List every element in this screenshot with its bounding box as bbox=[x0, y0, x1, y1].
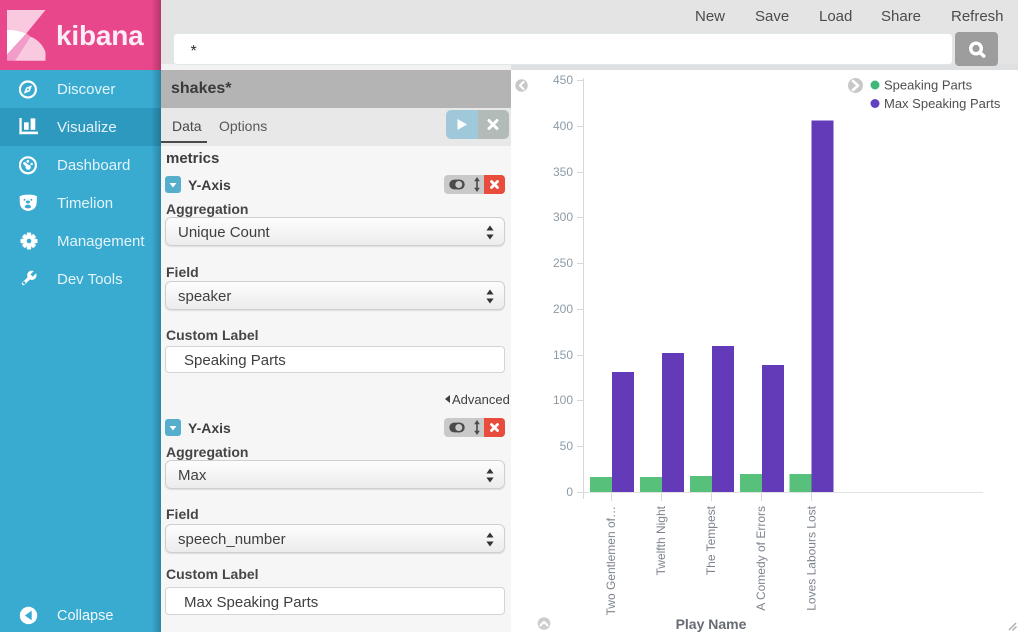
svg-text:0: 0 bbox=[566, 485, 573, 499]
svg-text:Loves Labours Lost: Loves Labours Lost bbox=[805, 505, 819, 610]
svg-text:Play Name: Play Name bbox=[676, 616, 747, 632]
svg-text:200: 200 bbox=[553, 302, 573, 316]
svg-text:350: 350 bbox=[553, 165, 573, 179]
svg-text:450: 450 bbox=[553, 73, 573, 87]
svg-text:250: 250 bbox=[553, 256, 573, 270]
svg-text:Max Speaking Parts: Max Speaking Parts bbox=[884, 96, 1001, 111]
svg-text:150: 150 bbox=[553, 348, 573, 362]
svg-text:50: 50 bbox=[560, 439, 574, 453]
svg-text:100: 100 bbox=[553, 393, 573, 407]
svg-text:400: 400 bbox=[553, 119, 573, 133]
svg-text:Twelfth Night: Twelfth Night bbox=[654, 505, 668, 575]
svg-text:The Tempest: The Tempest bbox=[704, 505, 718, 575]
svg-text:Speaking Parts: Speaking Parts bbox=[884, 78, 973, 93]
svg-text:A Comedy of Errors: A Comedy of Errors bbox=[754, 506, 768, 611]
svg-text:300: 300 bbox=[553, 210, 573, 224]
svg-text:Two Gentlemen of…: Two Gentlemen of… bbox=[604, 506, 618, 615]
